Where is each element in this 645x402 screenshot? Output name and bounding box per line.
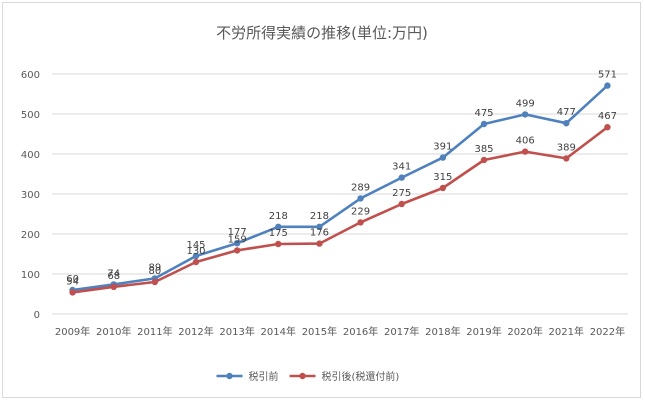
data-point — [233, 240, 241, 247]
data-label: 159 — [228, 234, 247, 245]
gridlines — [52, 73, 628, 315]
data-point — [110, 283, 117, 290]
x-tick-label: 2011年 — [137, 325, 172, 338]
data-label: 80 — [148, 266, 161, 277]
data-point — [563, 120, 570, 127]
data-point — [275, 240, 282, 248]
x-tick-label: 2018年 — [425, 325, 460, 338]
data-label: 389 — [557, 142, 576, 153]
y-axis-ticks: 0 100 200 300 400 500 600 — [21, 70, 40, 321]
data-point — [521, 111, 529, 118]
data-label: 341 — [392, 162, 411, 173]
data-label: 74 — [107, 268, 120, 279]
data-point — [316, 223, 323, 230]
legend-label: 税引前 — [249, 370, 279, 383]
data-label: 275 — [392, 188, 411, 199]
data-point — [398, 174, 405, 181]
x-tick-label: 2019年 — [466, 325, 501, 338]
x-tick-label: 2020年 — [507, 325, 542, 338]
data-point — [357, 195, 364, 202]
data-point — [69, 289, 76, 296]
data-point — [357, 219, 364, 226]
data-point — [316, 240, 323, 247]
x-tick-label: 2009年 — [55, 325, 90, 338]
y-tick-label: 500 — [21, 110, 40, 121]
x-tick-label: 2021年 — [549, 325, 584, 338]
data-label: 289 — [351, 182, 370, 193]
data-label: 60 — [66, 274, 79, 285]
y-tick-label: 0 — [34, 310, 40, 321]
x-tick-label: 2013年 — [219, 325, 254, 338]
data-point — [480, 156, 488, 164]
data-point — [192, 258, 200, 266]
series-line — [72, 84, 609, 292]
chart-title: 不労所得実績の推移(単位:万円) — [216, 24, 428, 42]
data-label: 54 — [66, 276, 79, 287]
series-2 — [69, 124, 611, 296]
legend-label: 税引後(税還付前) — [322, 370, 400, 383]
x-tick-label: 2012年 — [178, 325, 213, 338]
data-label: 467 — [598, 111, 617, 122]
data-point — [151, 278, 159, 286]
data-labels: 60 74 89 145 177 218 218 289 341 391 475 499 477 571 5… — [66, 70, 617, 288]
data-point — [233, 247, 241, 254]
legend-marker — [226, 372, 233, 380]
x-tick-label: 2014年 — [261, 325, 296, 338]
data-point — [192, 252, 200, 260]
y-tick-label: 300 — [21, 190, 40, 201]
data-point — [398, 200, 405, 208]
legend-item-2: 税引後(税還付前) — [289, 370, 400, 383]
x-tick-label: 2010年 — [96, 325, 131, 338]
data-label: 218 — [310, 211, 329, 222]
x-tick-label: 2015年 — [302, 325, 337, 338]
data-label: 475 — [474, 108, 493, 119]
data-label: 176 — [310, 228, 329, 239]
data-label: 229 — [351, 206, 370, 217]
data-label: 406 — [516, 136, 535, 147]
y-tick-label: 400 — [21, 150, 40, 161]
data-label: 89 — [148, 262, 161, 273]
data-label: 571 — [598, 70, 617, 81]
x-tick-label: 2017年 — [384, 325, 419, 338]
data-label: 499 — [516, 98, 535, 109]
x-tick-label: 2016年 — [343, 325, 378, 338]
data-point — [439, 154, 447, 161]
data-label: 391 — [433, 142, 452, 153]
y-tick-label: 200 — [21, 230, 40, 241]
series-line — [72, 126, 609, 294]
x-axis-ticks: 2009年 2010年 2011年 2012年 2013年 2014年 2015年 2016年… — [55, 325, 625, 338]
data-label: 130 — [186, 246, 205, 257]
data-label: 477 — [557, 107, 576, 118]
data-label: 315 — [433, 172, 452, 183]
data-point — [521, 148, 529, 155]
data-point — [480, 120, 488, 128]
data-point — [275, 223, 282, 230]
data-point — [604, 124, 611, 131]
data-label: 177 — [228, 227, 247, 238]
x-tick-label: 2022年 — [590, 325, 625, 338]
series-layer — [69, 82, 611, 296]
data-point — [439, 184, 447, 192]
data-label: 145 — [186, 240, 205, 251]
data-label: 218 — [269, 211, 288, 222]
data-point — [563, 155, 570, 162]
data-label: 68 — [107, 271, 120, 282]
legend: 税引前 税引後(税還付前) — [216, 370, 400, 383]
data-point — [604, 82, 611, 89]
data-label: 175 — [269, 228, 288, 239]
y-tick-label: 100 — [21, 270, 40, 281]
chart-frame — [2, 2, 641, 398]
y-tick-label: 600 — [21, 70, 40, 81]
data-label: 385 — [474, 144, 493, 155]
legend-item-1: 税引前 — [216, 370, 279, 383]
legend-marker — [299, 372, 306, 380]
